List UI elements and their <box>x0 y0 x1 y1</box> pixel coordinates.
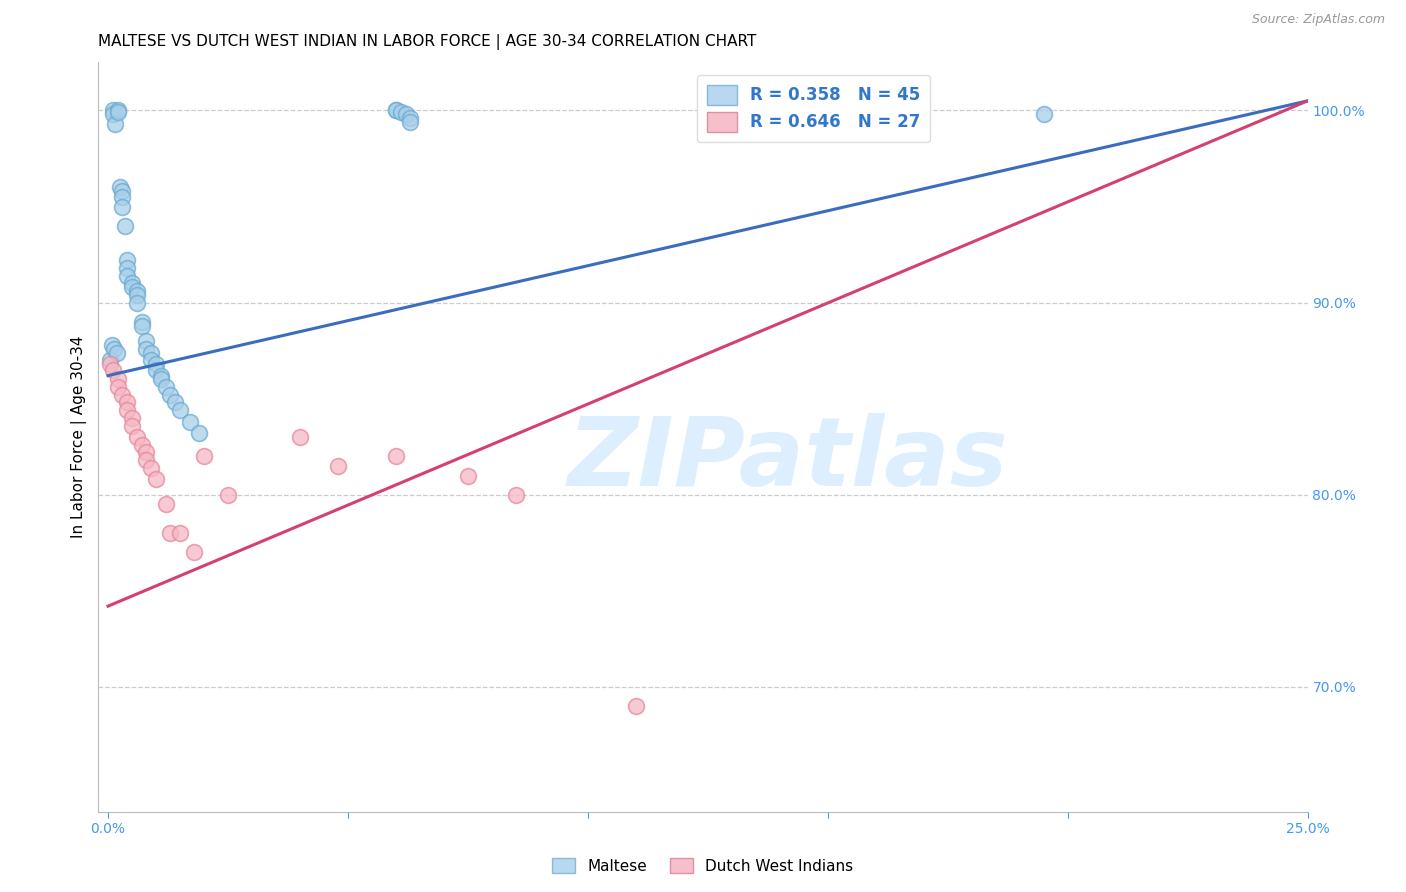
Point <box>624 699 647 714</box>
Point <box>111 190 134 204</box>
Text: Source: ZipAtlas.com: Source: ZipAtlas.com <box>1251 13 1385 27</box>
Point <box>385 103 408 118</box>
Point <box>111 388 134 402</box>
Point <box>107 103 129 118</box>
Legend: R = 0.358   N = 45, R = 0.646   N = 27: R = 0.358 N = 45, R = 0.646 N = 27 <box>697 75 931 142</box>
Point <box>145 363 167 377</box>
Point <box>179 415 201 429</box>
Point <box>135 445 157 459</box>
Point <box>169 403 191 417</box>
Point <box>141 353 163 368</box>
Point <box>149 368 172 383</box>
Point <box>103 342 125 356</box>
Point <box>155 497 177 511</box>
Y-axis label: In Labor Force | Age 30-34: In Labor Force | Age 30-34 <box>72 335 87 539</box>
Point <box>105 345 128 359</box>
Point <box>135 342 157 356</box>
Point <box>121 410 143 425</box>
Point <box>193 450 215 464</box>
Point <box>457 468 479 483</box>
Point <box>141 460 163 475</box>
Point <box>111 184 134 198</box>
Point <box>394 107 416 121</box>
Text: MALTESE VS DUTCH WEST INDIAN IN LABOR FORCE | AGE 30-34 CORRELATION CHART: MALTESE VS DUTCH WEST INDIAN IN LABOR FO… <box>98 34 756 50</box>
Point <box>389 105 412 120</box>
Point <box>121 280 143 294</box>
Point <box>217 488 239 502</box>
Point <box>100 357 122 371</box>
Point <box>115 395 138 409</box>
Point <box>155 380 177 394</box>
Point <box>101 103 124 118</box>
Point <box>121 277 143 291</box>
Point <box>145 357 167 371</box>
Point <box>131 315 153 329</box>
Point <box>101 363 124 377</box>
Point <box>149 372 172 386</box>
Point <box>135 453 157 467</box>
Point <box>115 403 138 417</box>
Point <box>385 103 408 118</box>
Text: ZIPatlas: ZIPatlas <box>568 413 1008 506</box>
Point <box>131 438 153 452</box>
Point <box>100 353 122 368</box>
Point <box>125 295 148 310</box>
Point <box>121 418 143 433</box>
Point <box>107 380 129 394</box>
Legend: Maltese, Dutch West Indians: Maltese, Dutch West Indians <box>547 852 859 880</box>
Point <box>115 253 138 268</box>
Point <box>188 426 211 441</box>
Point <box>399 115 422 129</box>
Point <box>101 107 124 121</box>
Point <box>135 334 157 348</box>
Point <box>328 458 350 473</box>
Point <box>159 526 181 541</box>
Point <box>288 430 311 444</box>
Point <box>108 180 131 194</box>
Point <box>114 219 136 233</box>
Point <box>399 111 422 125</box>
Point <box>145 472 167 486</box>
Point <box>125 288 148 302</box>
Point <box>505 488 527 502</box>
Point <box>104 117 127 131</box>
Point <box>183 545 205 559</box>
Point <box>1032 107 1054 121</box>
Point <box>107 105 129 120</box>
Point <box>165 395 187 409</box>
Point <box>159 388 181 402</box>
Point <box>111 200 134 214</box>
Point <box>141 345 163 359</box>
Point <box>169 526 191 541</box>
Point <box>115 260 138 275</box>
Point <box>125 430 148 444</box>
Point <box>107 372 129 386</box>
Point <box>131 318 153 333</box>
Point <box>115 268 138 283</box>
Point <box>385 450 408 464</box>
Point <box>101 338 124 352</box>
Point <box>125 284 148 298</box>
